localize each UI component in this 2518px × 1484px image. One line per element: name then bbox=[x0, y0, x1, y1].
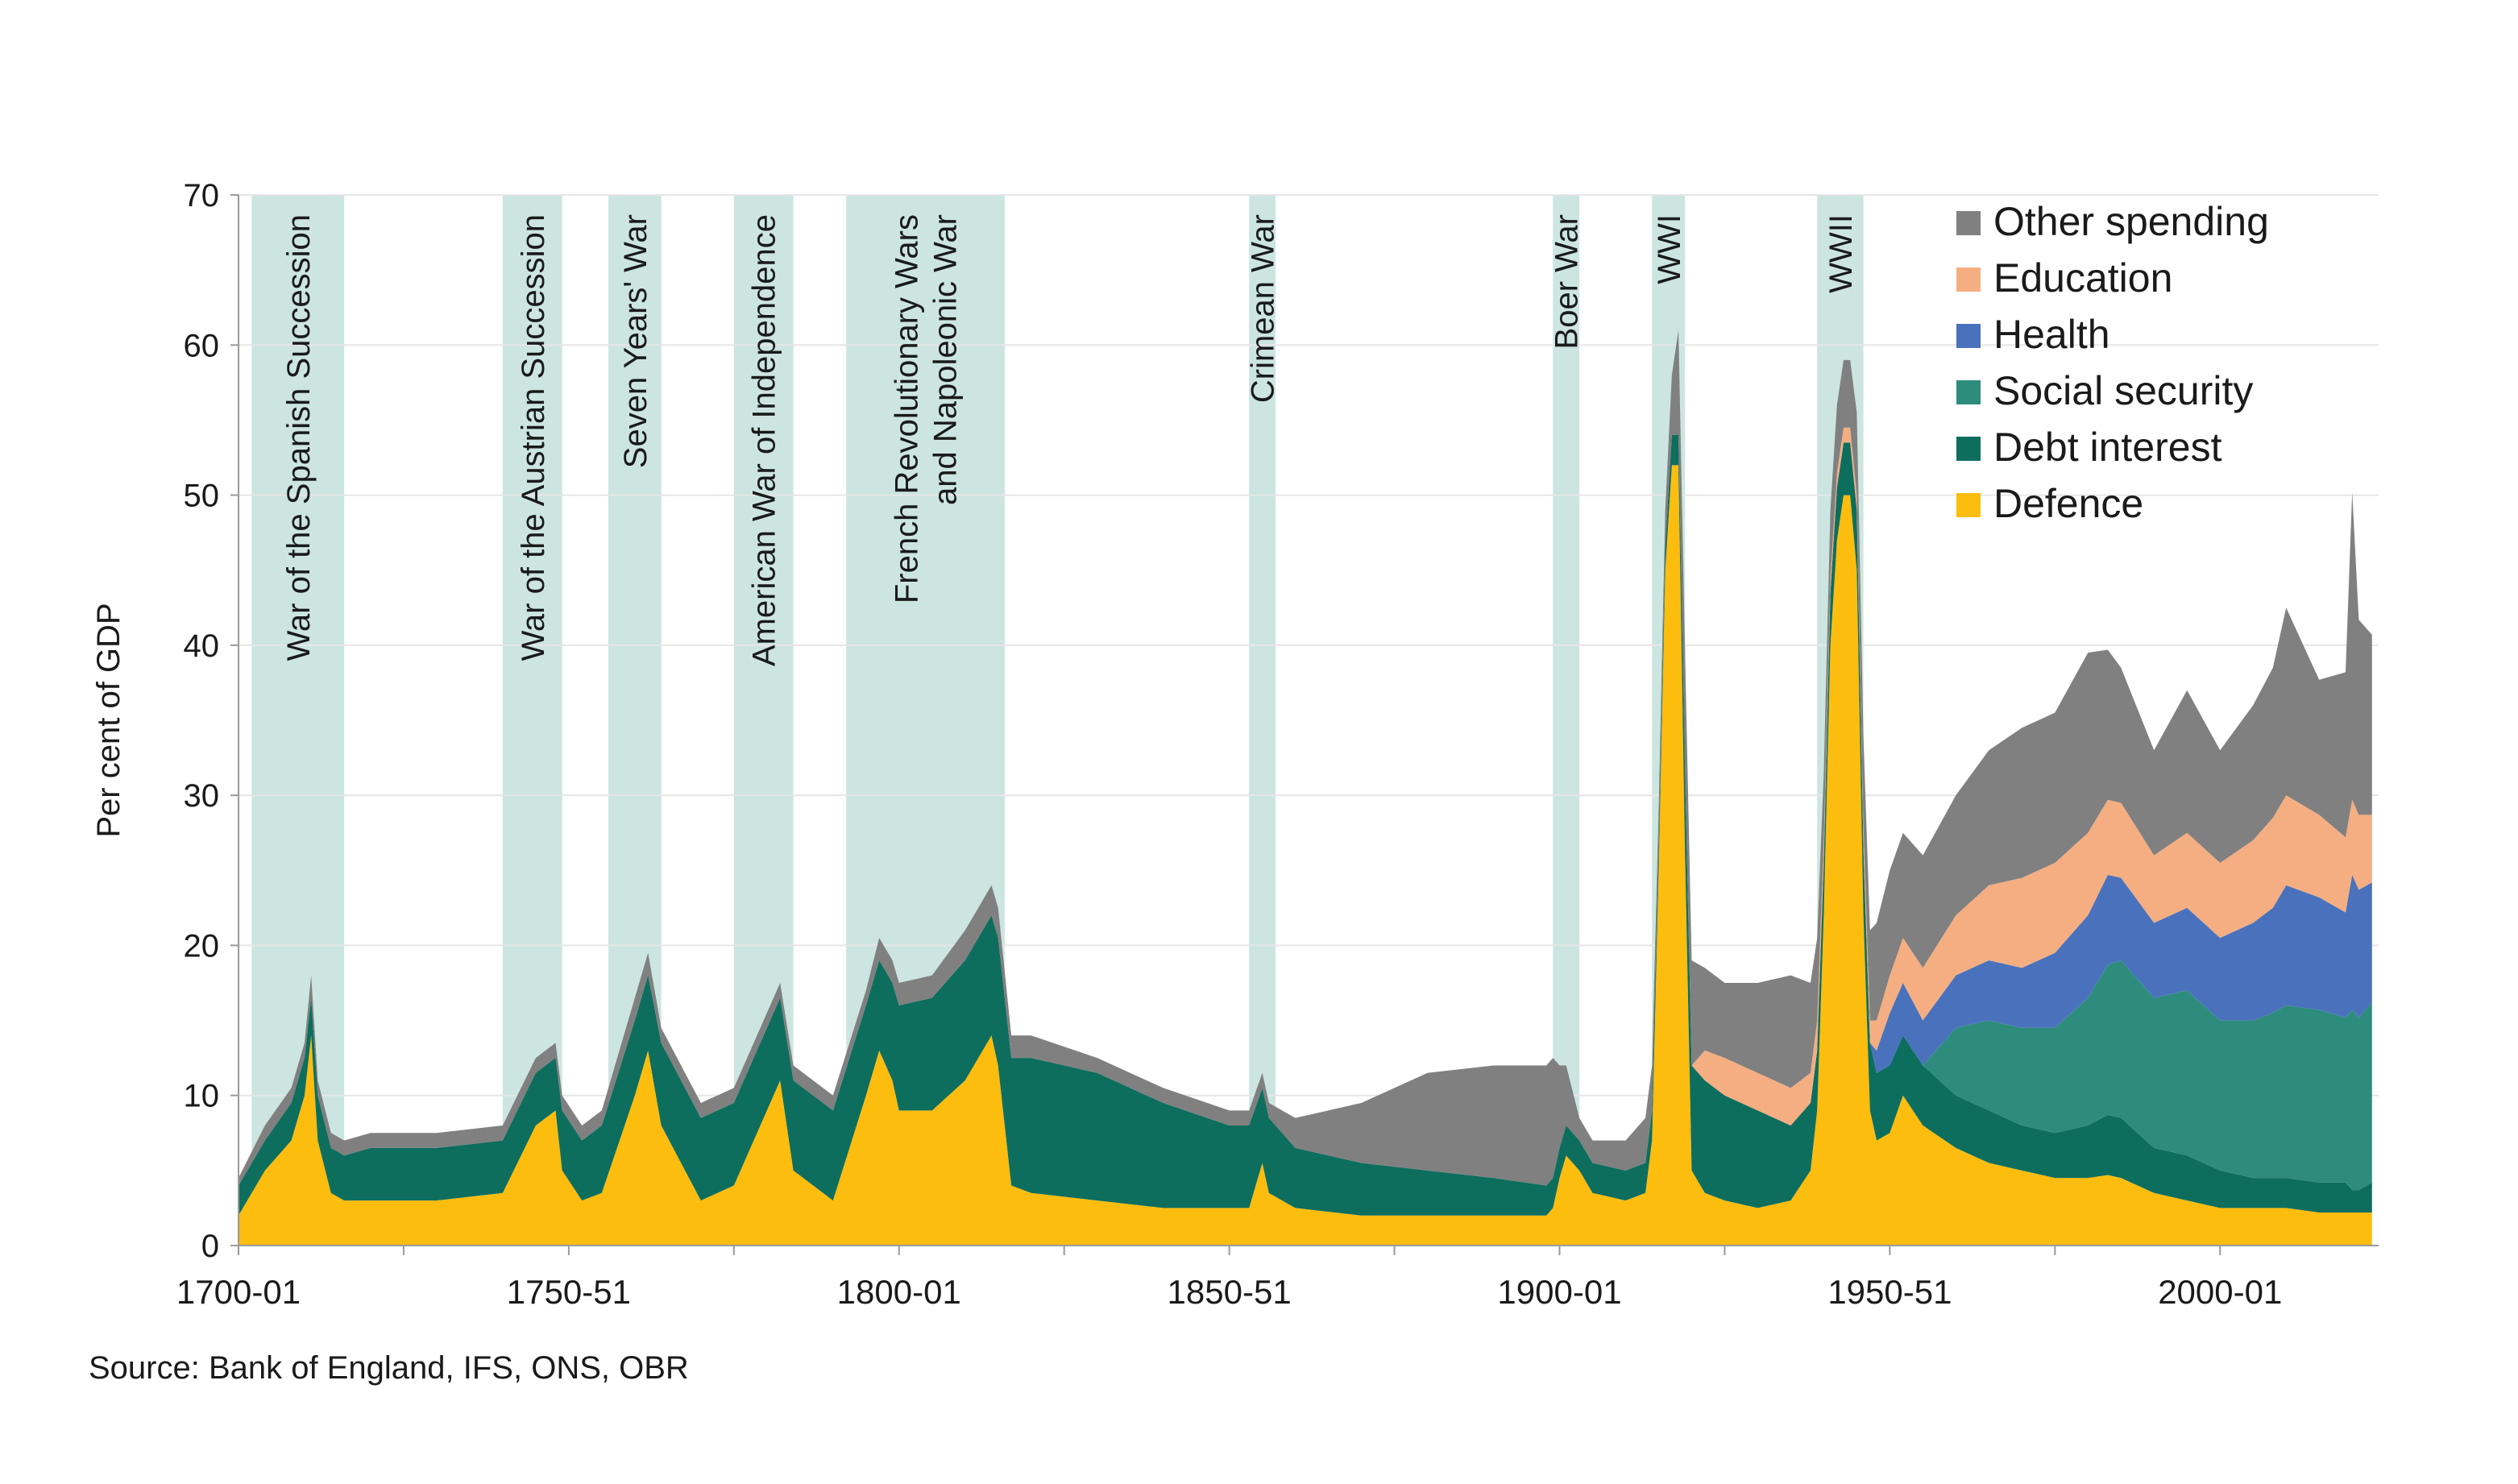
war-label-6: Boer War bbox=[1549, 214, 1585, 349]
legend-swatch-debt-interest bbox=[1956, 437, 1981, 461]
y-tick-label-60: 60 bbox=[184, 328, 220, 363]
legend-label-education: Education bbox=[1993, 255, 2172, 301]
war-label-8: WWII bbox=[1823, 214, 1859, 293]
war-label-1: War of the Austrian Succession bbox=[516, 214, 551, 661]
legend: Other spending Education Health Social secu… bbox=[1956, 199, 2269, 526]
axes: 0 10 20 30 40 50 60 70 1700-01 1750-51 1800-01 1850… bbox=[176, 178, 2379, 1311]
war-label-5: Crimean War bbox=[1246, 214, 1281, 403]
legend-swatch-social-security bbox=[1956, 380, 1981, 404]
y-tick-label-50: 50 bbox=[184, 479, 220, 514]
war-label-4-line-0: French Revolutionary Wars bbox=[890, 214, 925, 603]
source-note: Source: Bank of England, IFS, ONS, OBR bbox=[89, 1350, 689, 1386]
area-debt-interest bbox=[239, 435, 2372, 1216]
y-tick-label-10: 10 bbox=[184, 1079, 220, 1114]
x-tick-label-1700: 1700-01 bbox=[176, 1273, 301, 1311]
y-tick-label-70: 70 bbox=[184, 178, 220, 213]
x-tick-label-1900: 1900-01 bbox=[1497, 1273, 1621, 1311]
x-tick-label-1800: 1800-01 bbox=[837, 1273, 961, 1311]
y-tick-label-20: 20 bbox=[184, 928, 220, 964]
area-social-security bbox=[239, 435, 2372, 1191]
x-tick-label-1950: 1950-51 bbox=[1827, 1273, 1952, 1311]
war-band-5 bbox=[1249, 195, 1276, 1246]
legend-label-defence: Defence bbox=[1993, 481, 2143, 526]
legend-swatch-defence bbox=[1956, 493, 1981, 517]
y-tick-label-40: 40 bbox=[184, 628, 220, 664]
legend-label-social-security: Social security bbox=[1993, 368, 2253, 413]
legend-swatch-other-spending bbox=[1956, 211, 1981, 235]
area-defence bbox=[239, 465, 2372, 1246]
war-label-3: American War of Independence bbox=[747, 214, 782, 666]
war-label-0: War of the Spanish Succession bbox=[281, 214, 317, 661]
y-axis-label: Per cent of GDP bbox=[91, 603, 127, 837]
legend-swatch-health bbox=[1956, 324, 1981, 348]
x-tick-label-2000: 2000-01 bbox=[2158, 1273, 2282, 1311]
war-label-7: WWI bbox=[1652, 214, 1687, 284]
y-tick-label-0: 0 bbox=[201, 1229, 219, 1264]
x-tick-label-1850: 1850-51 bbox=[1168, 1273, 1292, 1311]
y-tick-label-30: 30 bbox=[184, 778, 220, 814]
legend-label-debt-interest: Debt interest bbox=[1993, 425, 2222, 470]
x-tick-label-1750: 1750-51 bbox=[507, 1273, 631, 1311]
war-period-labels: War of the Spanish Succession War of the … bbox=[281, 214, 1859, 666]
legend-label-other-spending: Other spending bbox=[1993, 199, 2269, 244]
legend-swatch-education bbox=[1956, 267, 1981, 292]
war-label-2: Seven Years' War bbox=[618, 214, 653, 468]
area-series bbox=[239, 330, 2372, 1246]
war-label-4-line-1: and Napoleonic War bbox=[928, 214, 964, 505]
legend-label-health: Health bbox=[1993, 312, 2110, 357]
